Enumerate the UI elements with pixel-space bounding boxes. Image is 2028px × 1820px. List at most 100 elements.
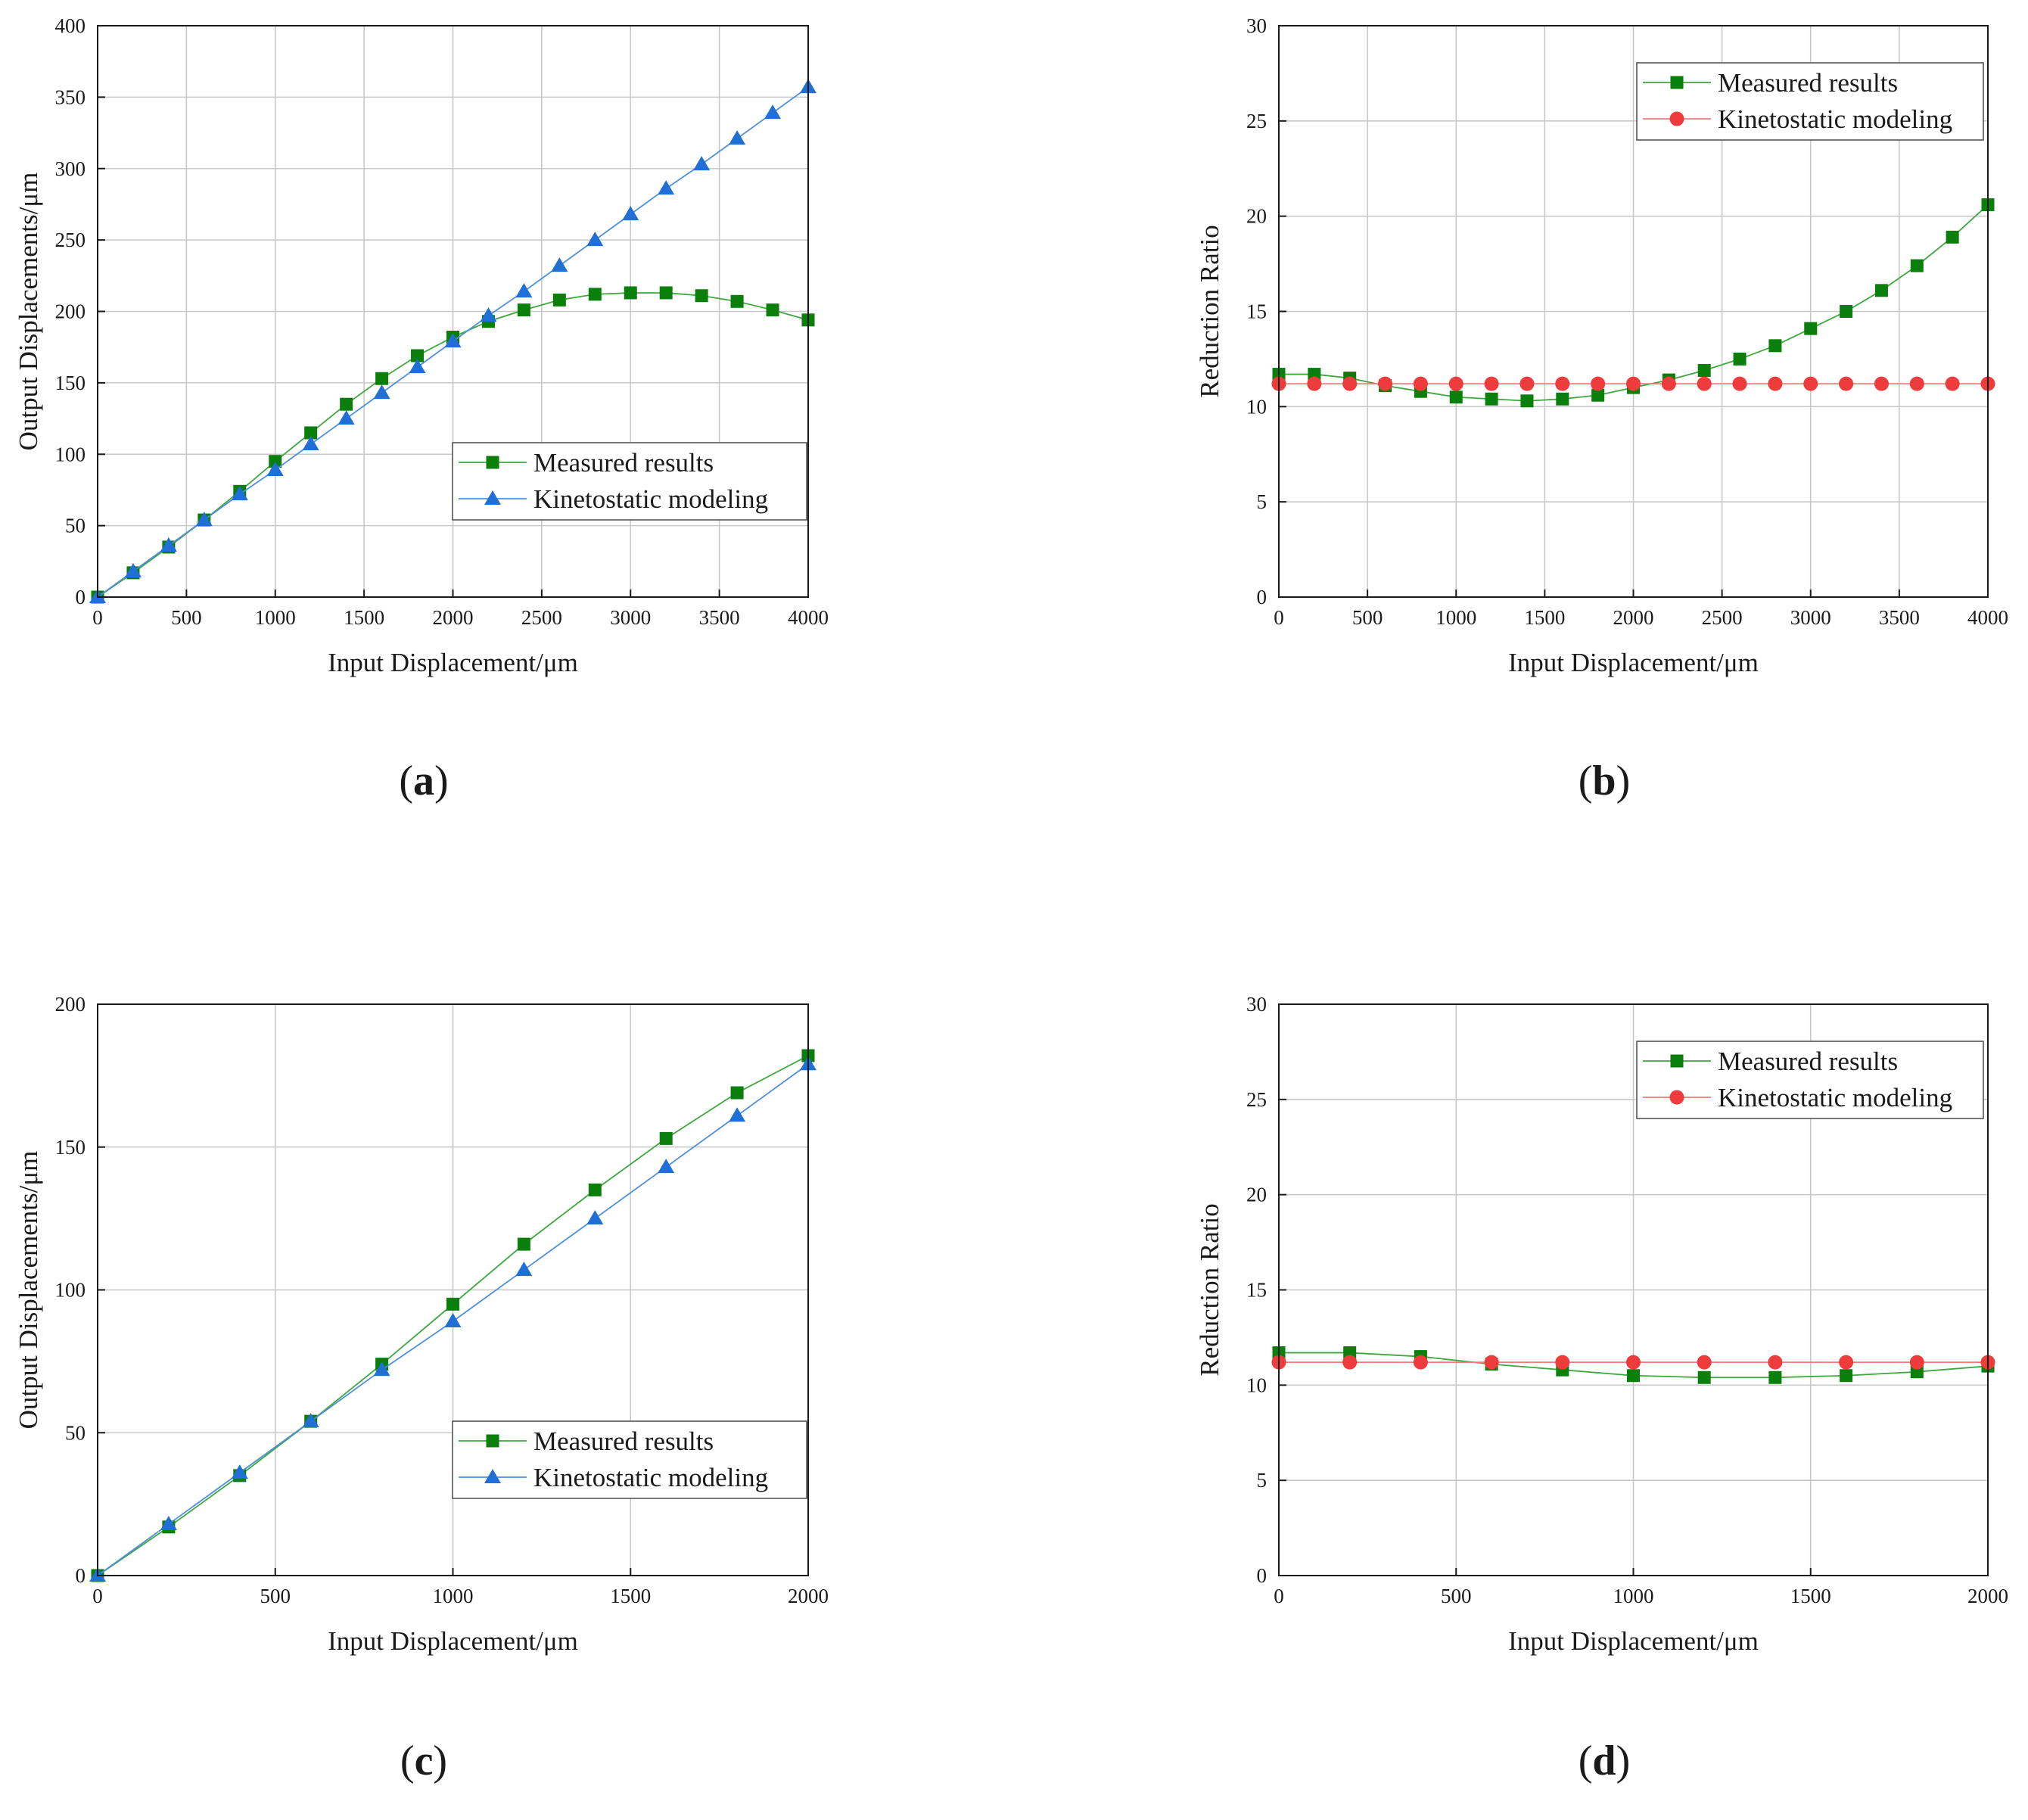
data-point-triangle — [515, 283, 533, 298]
x-tick-label: 3500 — [699, 606, 740, 629]
chart-panel-c: 0 500 1000 1500 2000 0 50 100 150 200 Input Displa… — [14, 993, 829, 1784]
x-tick-label: 0 — [92, 1585, 103, 1607]
data-point-circle — [1909, 376, 1924, 391]
chart-panel-d: 0 500 1000 1500 2000 0 5 10 15 20 25 30 Input Displa… — [1195, 993, 2008, 1784]
y-tick-label: 30 — [1246, 14, 1267, 37]
data-point-circle — [1839, 376, 1854, 391]
data-point-circle — [1555, 1355, 1570, 1370]
y-tick-label: 30 — [1246, 993, 1267, 1016]
data-point-circle — [1661, 376, 1676, 391]
data-point-square — [1946, 230, 1959, 244]
y-tick-label: 5 — [1257, 490, 1268, 513]
data-point-circle — [1413, 1355, 1428, 1370]
data-point-square — [1697, 364, 1711, 378]
panel-label-letter: a — [413, 758, 434, 804]
data-point-circle — [1697, 376, 1712, 391]
plot-frame — [97, 25, 809, 598]
data-point-square — [1556, 392, 1569, 406]
y-tick-label: 25 — [1246, 110, 1267, 132]
panel-label-open: ( — [1579, 1738, 1593, 1784]
data-point-circle — [1626, 376, 1641, 391]
data-point-square — [730, 1086, 744, 1100]
y-tick-label: 350 — [55, 86, 86, 108]
x-axis-label: Input Displacement/μm — [1508, 1626, 1759, 1656]
data-point-square — [1591, 388, 1605, 402]
data-point-circle — [1874, 376, 1889, 391]
legend-box — [1636, 62, 1984, 141]
data-point-circle — [1839, 1355, 1854, 1370]
y-axis-label: Reduction Ratio — [1195, 1203, 1224, 1376]
legend: Measured results Kinetostatic modeling — [452, 1420, 807, 1499]
data-point-circle — [1768, 376, 1783, 391]
data-point-circle — [1768, 1355, 1783, 1370]
x-tick-label: 3000 — [610, 606, 651, 629]
data-point-square — [1840, 305, 1853, 318]
data-point-triangle — [302, 1413, 319, 1428]
data-point-circle — [1591, 376, 1606, 391]
legend-entry-label: Kinetostatic modeling — [1718, 104, 1952, 134]
plot-frame — [1278, 25, 1989, 598]
y-tick-label: 200 — [55, 993, 86, 1016]
legend-entry-label: Measured results — [533, 1426, 714, 1456]
y-tick-label: 25 — [1246, 1088, 1267, 1111]
panel-label-letter: d — [1592, 1738, 1616, 1784]
data-point-triangle — [729, 1107, 746, 1122]
data-point-triangle — [693, 156, 711, 171]
panel-label: (c) — [400, 1738, 447, 1784]
x-tick-label: 1000 — [433, 1585, 474, 1607]
data-point-square — [1874, 284, 1888, 297]
x-tick-label: 0 — [1274, 606, 1284, 629]
data-point-triangle — [124, 563, 142, 578]
y-tick-label: 0 — [1257, 1564, 1268, 1587]
legend-entry-label: Measured results — [533, 448, 714, 478]
legend-entry-label: Measured results — [1718, 1047, 1898, 1076]
data-point-triangle — [444, 333, 462, 348]
legend-marker-square — [1670, 1054, 1684, 1068]
data-point-circle — [1519, 376, 1535, 391]
data-point-triangle — [266, 462, 284, 477]
data-point-square — [517, 1237, 530, 1251]
legend: Measured results Kinetostatic modeling — [1636, 62, 1984, 141]
y-tick-label: 15 — [1246, 300, 1267, 323]
x-tick-label: 2500 — [1702, 606, 1743, 629]
x-axis-label: Input Displacement/μm — [1508, 648, 1759, 677]
data-point-triangle — [515, 1262, 533, 1277]
y-tick-label: 100 — [55, 443, 86, 465]
panel-label-close: ) — [433, 1738, 447, 1784]
x-tick-label: 3500 — [1879, 606, 1920, 629]
x-tick-label: 500 — [171, 606, 202, 629]
data-point-circle — [1342, 1355, 1358, 1370]
data-point-triangle — [409, 359, 426, 374]
x-axis-label: Input Displacement/μm — [328, 1626, 578, 1656]
plot-frame — [97, 1003, 809, 1576]
y-tick-label: 100 — [55, 1279, 86, 1302]
y-tick-label: 300 — [55, 157, 86, 180]
data-point-circle — [1945, 376, 1960, 391]
data-point-square — [1449, 390, 1463, 404]
data-point-circle — [1697, 1355, 1712, 1370]
y-axis-label: Output Displacements/μm — [14, 173, 43, 451]
data-point-circle — [1413, 376, 1428, 391]
data-point-circle — [1484, 1355, 1499, 1370]
data-point-square — [269, 455, 282, 468]
x-tick-label: 2000 — [1613, 606, 1654, 629]
data-point-triangle — [586, 1210, 604, 1225]
data-point-circle — [1448, 376, 1463, 391]
x-tick-label: 1500 — [344, 606, 384, 629]
data-point-square — [1627, 1369, 1640, 1383]
legend-marker-triangle — [484, 1469, 501, 1483]
legend-marker-circle — [1669, 1090, 1684, 1105]
x-tick-label: 4000 — [1967, 606, 2008, 629]
legend-box — [452, 442, 807, 521]
x-tick-label: 1000 — [1435, 606, 1476, 629]
chart-panel-a: 0 500 1000 1500 2000 2500 3000 3500 4000 0 50 100 15… — [14, 14, 829, 804]
y-tick-label: 0 — [76, 586, 86, 608]
y-tick-label: 0 — [76, 1564, 86, 1587]
legend-marker-triangle — [484, 490, 501, 505]
legend: Measured results Kinetostatic modeling — [452, 442, 807, 521]
y-tick-label: 150 — [55, 372, 86, 394]
data-point-square — [1768, 339, 1782, 353]
data-point-triangle — [658, 1159, 675, 1174]
chart-panel-b: 0 500 1000 1500 2000 2500 3000 3500 4000 0 5 10 15 20… — [1195, 14, 2008, 804]
legend-entry-label: Kinetostatic modeling — [1718, 1083, 1952, 1112]
